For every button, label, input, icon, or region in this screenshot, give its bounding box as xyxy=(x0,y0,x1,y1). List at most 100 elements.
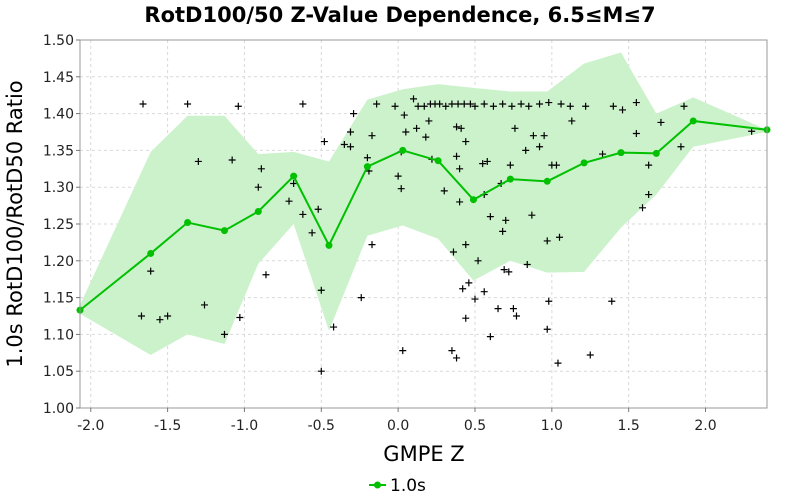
series-point-10 xyxy=(469,196,477,204)
scatter-point-92 xyxy=(440,187,448,195)
scatter-point-14 xyxy=(262,271,270,279)
scatter-point-18 xyxy=(200,301,208,309)
scatter-point-54 xyxy=(525,102,533,110)
x-tick-label-1: -1.5 xyxy=(154,418,181,434)
scatter-point-65 xyxy=(413,124,421,132)
scatter-point-71 xyxy=(453,152,461,160)
scatter-point-29 xyxy=(363,154,371,162)
scatter-point-52 xyxy=(508,102,516,110)
scatter-point-63 xyxy=(680,102,688,110)
scatter-point-39 xyxy=(420,102,428,110)
scatter-point-0 xyxy=(139,100,147,108)
y-axis-label: 1.0s RotD100/RotD50 Ratio xyxy=(3,80,27,367)
scatter-point-109 xyxy=(639,204,647,212)
scatter-point-70 xyxy=(462,138,470,146)
chart-title: RotD100/50 Z-Value Dependence, 6.5≤M≤7 xyxy=(144,3,655,27)
scatter-point-33 xyxy=(357,294,365,302)
series-point-8 xyxy=(399,146,407,154)
scatter-point-88 xyxy=(657,118,665,126)
scatter-point-115 xyxy=(494,305,502,313)
scatter-point-5 xyxy=(228,156,236,164)
scatter-point-11 xyxy=(314,205,322,213)
series-point-16 xyxy=(689,117,697,125)
series-line-0 xyxy=(79,119,768,311)
scatter-point-80 xyxy=(522,146,530,154)
series-point-9 xyxy=(434,157,442,165)
scatter-point-76 xyxy=(483,157,491,165)
scatter-point-78 xyxy=(506,161,514,169)
scatter-point-111 xyxy=(459,285,467,293)
scatter-point-66 xyxy=(422,133,430,141)
scatter-point-10 xyxy=(299,210,307,218)
scatter-point-49 xyxy=(480,100,488,108)
scatter-point-48 xyxy=(471,102,479,110)
y-tick-label-7: 1.35 xyxy=(43,143,74,159)
scatter-point-6 xyxy=(257,165,265,173)
scatter-point-35 xyxy=(391,102,399,110)
scatter-point-107 xyxy=(556,233,564,241)
scatter-point-12 xyxy=(308,229,316,237)
scatter-point-4 xyxy=(194,157,202,165)
scatter-point-87 xyxy=(645,161,653,169)
y-tick-label-8: 1.40 xyxy=(43,107,74,123)
scatter-point-13 xyxy=(147,267,155,275)
y-tick-label-0: 1.00 xyxy=(43,401,74,417)
scatter-point-79 xyxy=(511,124,519,132)
scatter-point-112 xyxy=(465,279,473,287)
y-tick-label-1: 1.05 xyxy=(43,364,74,380)
scatter-point-44 xyxy=(448,100,456,108)
scatter-point-102 xyxy=(462,241,470,249)
scatter-point-60 xyxy=(609,102,617,110)
scatter-point-31 xyxy=(373,100,381,108)
scatter-point-96 xyxy=(499,227,507,235)
series-point-6 xyxy=(325,241,333,249)
scatter-point-25 xyxy=(340,141,348,149)
y-tick-label-3: 1.15 xyxy=(43,291,74,307)
legend-swatch-marker xyxy=(374,481,381,489)
scatter-point-26 xyxy=(346,143,354,151)
confidence-band xyxy=(80,52,767,356)
scatter-point-69 xyxy=(457,124,465,132)
band-layer xyxy=(80,52,767,356)
scatter-point-46 xyxy=(460,100,468,108)
x-tick-label-5: 0.5 xyxy=(464,418,486,434)
legend: 1.0s xyxy=(369,476,426,496)
series-point-1 xyxy=(147,249,155,257)
x-tick-label-2: -1.0 xyxy=(231,418,258,434)
y-tick-label-2: 1.10 xyxy=(43,327,74,343)
legend-entry-label: 1.0s xyxy=(390,476,426,496)
scatter-point-58 xyxy=(566,102,574,110)
scatter-point-45 xyxy=(454,100,462,108)
scatter-point-20 xyxy=(236,313,244,321)
x-tick-label-0: -2.0 xyxy=(77,418,104,434)
y-tick-labels: 1.00 1.05 1.10 1.15 1.20 1.25 1.30 1.35 1.40 1.45… xyxy=(43,33,80,417)
scatter-point-28 xyxy=(350,110,358,118)
scatter-point-8 xyxy=(285,197,293,205)
x-tick-label-7: 1.5 xyxy=(618,418,640,434)
scatter-point-127 xyxy=(608,297,616,305)
scatter-point-95 xyxy=(502,216,510,224)
scatter-point-19 xyxy=(220,330,228,338)
scatter-point-100 xyxy=(456,198,464,206)
scatter-point-104 xyxy=(500,266,508,274)
scatter-point-64 xyxy=(402,128,410,136)
scatter-point-38 xyxy=(414,102,422,110)
x-tick-label-3: -0.5 xyxy=(308,418,335,434)
scatter-point-67 xyxy=(425,117,433,125)
series-point-14 xyxy=(617,149,625,157)
scatter-point-62 xyxy=(632,99,640,107)
scatter-point-75 xyxy=(479,160,487,168)
scatter-point-27 xyxy=(346,128,354,136)
scatter-point-116 xyxy=(509,305,517,313)
scatter-point-125 xyxy=(554,359,562,367)
series-point-11 xyxy=(506,175,514,183)
y-tick-label-4: 1.20 xyxy=(43,254,74,270)
scatter-point-50 xyxy=(489,102,497,110)
scatter-point-97 xyxy=(528,211,536,219)
scatter-point-114 xyxy=(480,288,488,296)
series-point-5 xyxy=(290,172,298,180)
scatter-point-42 xyxy=(436,100,444,108)
scatter-point-121 xyxy=(453,354,461,362)
series-point-12 xyxy=(543,177,551,185)
